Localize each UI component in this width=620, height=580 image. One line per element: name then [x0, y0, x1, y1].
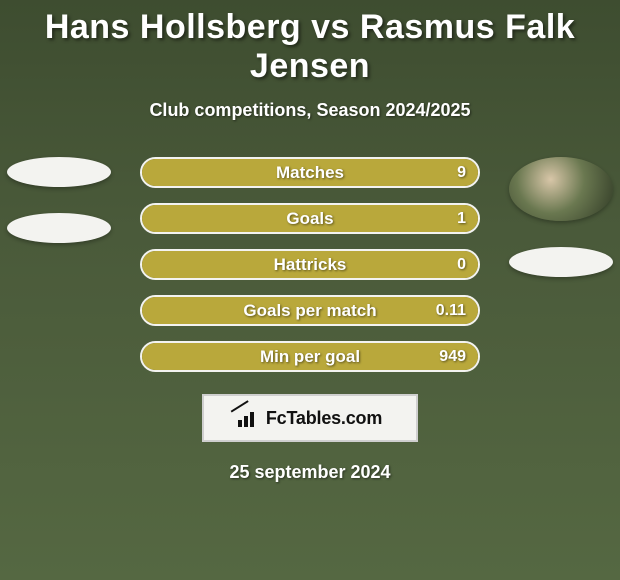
- comparison-panel: Matches 9 Goals 1 Hattricks 0 Goals per match 0…: [0, 157, 620, 483]
- stat-value-right: 1: [457, 210, 466, 228]
- stat-label: Goals per match: [243, 301, 376, 321]
- stats-list: Matches 9 Goals 1 Hattricks 0 Goals per match 0…: [140, 157, 480, 372]
- stat-value-right: 9: [457, 164, 466, 182]
- stat-row: Matches 9: [140, 157, 480, 188]
- player-right-avatar: [509, 157, 613, 221]
- chart-icon: [238, 409, 260, 427]
- stat-value-right: 0.11: [436, 302, 466, 320]
- player-left-avatar: [7, 157, 111, 187]
- page-subtitle: Club competitions, Season 2024/2025: [0, 100, 620, 121]
- stat-row: Min per goal 949: [140, 341, 480, 372]
- stat-value-right: 949: [439, 348, 466, 366]
- page-title: Hans Hollsberg vs Rasmus Falk Jensen: [0, 0, 620, 86]
- stat-value-right: 0: [457, 256, 466, 274]
- stat-label: Goals: [286, 209, 333, 229]
- player-left-column: [4, 157, 114, 243]
- stat-label: Min per goal: [260, 347, 360, 367]
- stat-row: Goals per match 0.11: [140, 295, 480, 326]
- stat-label: Hattricks: [274, 255, 347, 275]
- brand-box: FcTables.com: [202, 394, 418, 442]
- player-left-placeholder: [7, 213, 111, 243]
- player-right-placeholder: [509, 247, 613, 277]
- brand-text: FcTables.com: [266, 408, 382, 429]
- date-label: 25 september 2024: [0, 462, 620, 483]
- player-right-column: [506, 157, 616, 277]
- stat-row: Hattricks 0: [140, 249, 480, 280]
- stat-label: Matches: [276, 163, 344, 183]
- stat-row: Goals 1: [140, 203, 480, 234]
